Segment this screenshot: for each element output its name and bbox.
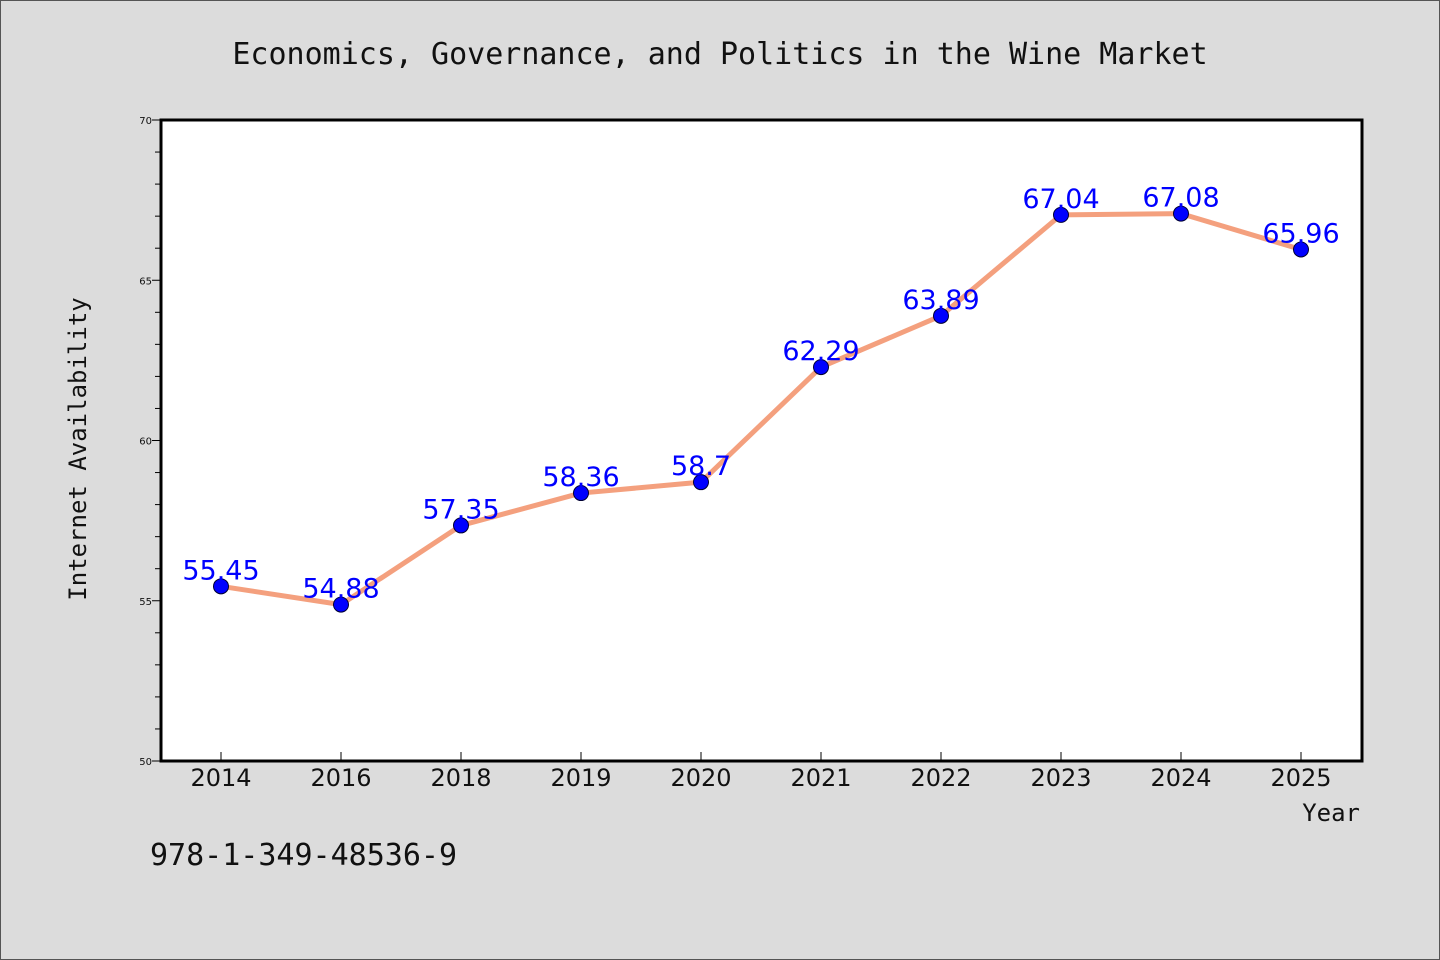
y-tick-label: 50 — [139, 757, 152, 768]
x-tick-label: 2020 — [670, 764, 731, 792]
y-tick-label: 55 — [139, 597, 152, 608]
series-markers — [213, 205, 1309, 613]
series-line — [220, 211, 1302, 608]
x-tick-label: 2014 — [190, 764, 251, 792]
y-axis-label: Internet Availability — [64, 297, 92, 600]
data-point — [813, 359, 829, 376]
data-label: 54.88 — [302, 574, 379, 605]
x-tick-label: 2018 — [430, 764, 491, 792]
data-point — [933, 307, 949, 324]
data-label: 67.04 — [1022, 184, 1099, 215]
data-label: 55.45 — [182, 555, 259, 586]
footnote-isbn: 978-1-349-48536-9 — [150, 838, 457, 873]
data-label: 57.35 — [422, 494, 499, 525]
x-tick-label: 2023 — [1030, 764, 1091, 792]
x-tick-label: 2025 — [1270, 764, 1331, 792]
y-axis: 50 55 60 65 70 — [139, 116, 161, 768]
data-point — [1293, 241, 1309, 258]
plot-area — [159, 118, 1364, 763]
data-point — [573, 485, 589, 502]
x-tick-label: 2022 — [910, 764, 971, 792]
data-label: 58.7 — [671, 451, 731, 482]
x-tick-label: 2024 — [1150, 764, 1211, 792]
data-point — [453, 517, 469, 534]
data-point — [213, 578, 229, 595]
x-tick-label: 2016 — [310, 764, 371, 792]
y-tick-label: 60 — [139, 437, 152, 448]
data-point — [1173, 205, 1189, 222]
data-labels: 55.45 54.88 57.35 58.36 58.7 62.29 63.89 67.04 6… — [182, 183, 1339, 605]
x-tick-label: 2019 — [550, 764, 611, 792]
y-tick-label: 65 — [139, 276, 152, 287]
data-label: 65.96 — [1262, 218, 1339, 249]
data-label: 62.29 — [782, 336, 859, 367]
data-point — [1053, 206, 1069, 223]
data-point — [693, 474, 709, 491]
data-point — [333, 596, 349, 613]
x-tick-label: 2021 — [790, 764, 851, 792]
data-label: 67.08 — [1142, 183, 1219, 214]
x-axis-label: Year — [1302, 799, 1360, 827]
data-label: 58.36 — [542, 462, 619, 493]
chart-title: Economics, Governance, and Politics in t… — [232, 37, 1207, 72]
y-tick-label: 70 — [139, 116, 152, 127]
x-axis: 2014 2016 2018 2019 2020 2021 2022 2023 2024 2025 — [190, 752, 1332, 792]
data-label: 63.89 — [902, 285, 979, 316]
